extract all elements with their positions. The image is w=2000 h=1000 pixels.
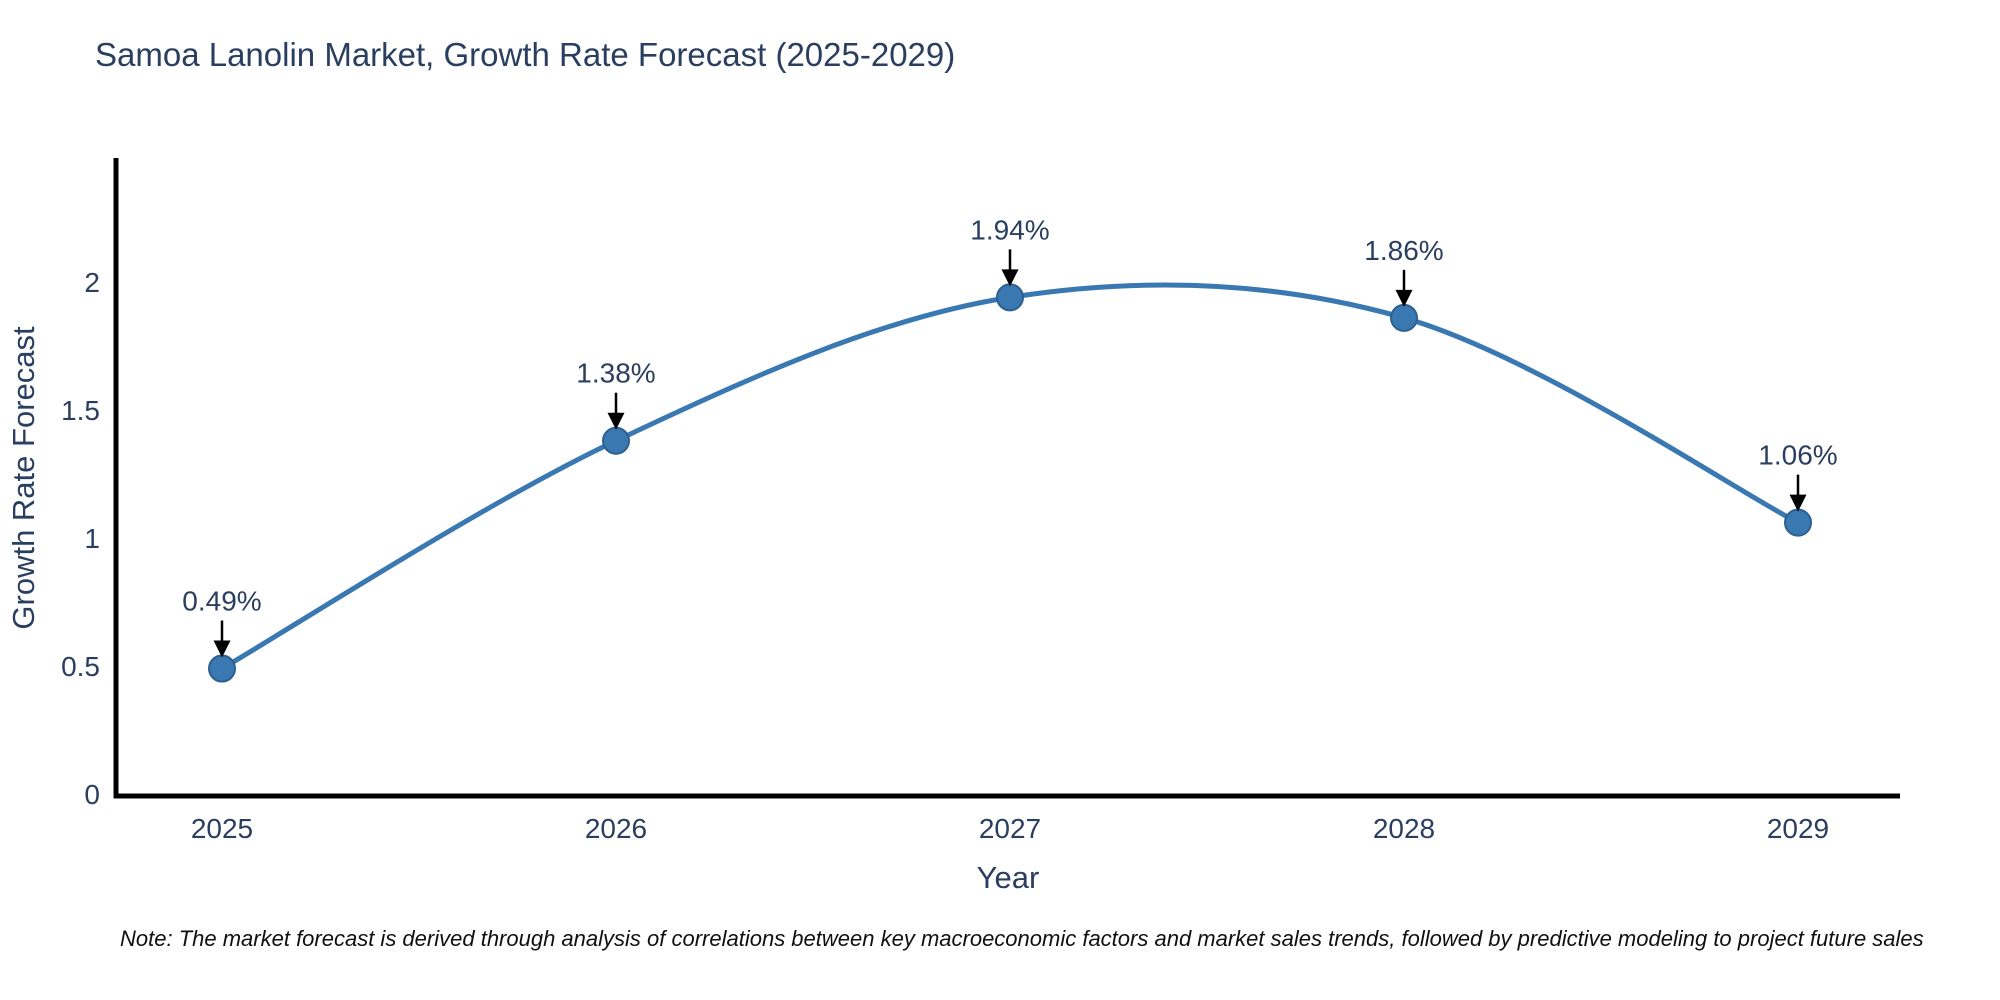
annotation-arrow-head (1395, 289, 1413, 307)
data-point-label: 1.94% (970, 214, 1049, 245)
x-tick-label: 2028 (1373, 813, 1435, 844)
data-point-label: 1.38% (576, 358, 655, 389)
data-point-marker (996, 283, 1024, 312)
data-point-label: 1.86% (1364, 235, 1443, 266)
footnote: Note: The market forecast is derived thr… (120, 926, 1924, 951)
annotation-arrow-head (1001, 269, 1019, 287)
x-tick-label: 2026 (585, 813, 647, 844)
x-axis-title: Year (977, 860, 1040, 895)
series-line (219, 282, 1801, 672)
data-point-label: 0.49% (182, 586, 261, 617)
data-point-marker (208, 654, 236, 683)
annotation-arrow-head (1789, 494, 1807, 512)
y-axis-title: Growth Rate Forecast (6, 326, 41, 630)
y-tick-label: 0.5 (61, 651, 100, 682)
data-point-marker (1390, 303, 1418, 332)
y-tick-label: 1 (84, 523, 100, 554)
x-tick-label: 2029 (1767, 813, 1829, 844)
x-tick-label: 2027 (979, 813, 1041, 844)
chart-title: Samoa Lanolin Market, Growth Rate Foreca… (95, 36, 956, 73)
y-tick-label: 0 (84, 779, 100, 810)
data-point-label: 1.06% (1758, 440, 1837, 471)
annotation-arrow-head (213, 640, 231, 658)
data-point-marker (1784, 508, 1812, 537)
y-tick-label: 2 (84, 267, 100, 298)
y-tick-label: 1.5 (61, 395, 100, 426)
data-point-marker (602, 426, 630, 455)
x-tick-label: 2025 (191, 813, 253, 844)
annotation-arrow-head (607, 412, 625, 430)
